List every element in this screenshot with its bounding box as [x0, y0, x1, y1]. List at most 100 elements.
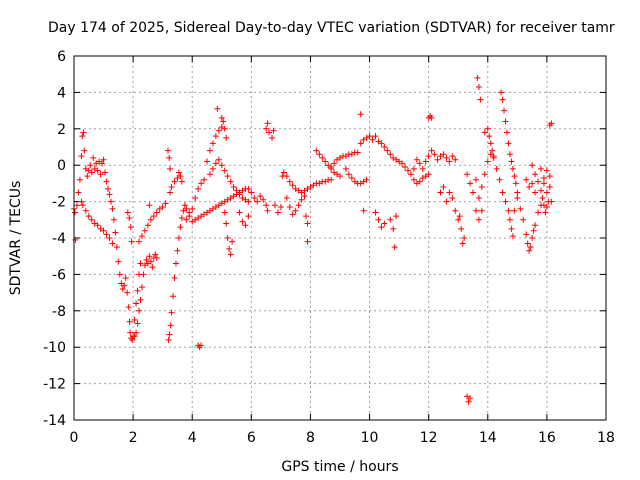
data-point — [529, 235, 536, 241]
y-axis-label: SDTVAR / TECUs — [8, 181, 24, 296]
y-tick-label: -6 — [52, 267, 66, 283]
data-point — [129, 336, 136, 343]
data-point — [263, 202, 270, 209]
data-point — [175, 235, 182, 241]
data-point — [508, 158, 515, 165]
axis-ticks — [73, 55, 607, 421]
data-point — [223, 220, 230, 227]
data-point — [508, 225, 515, 232]
data-point — [449, 194, 456, 201]
data-point — [126, 214, 133, 221]
data-point — [472, 207, 479, 214]
x-axis-label: GPS time / hours — [281, 459, 398, 475]
data-point — [90, 154, 97, 161]
data-point — [85, 213, 92, 220]
data-point — [266, 129, 273, 136]
data-point — [502, 198, 509, 205]
data-point — [428, 114, 435, 121]
y-tick-label: -14 — [43, 413, 66, 429]
data-point — [81, 147, 88, 154]
data-point — [121, 282, 128, 289]
data-point — [503, 129, 510, 136]
data-point — [133, 300, 140, 307]
data-point — [245, 198, 252, 205]
data-point — [248, 189, 255, 196]
data-point — [286, 178, 293, 185]
data-point — [269, 134, 276, 141]
data-point — [171, 275, 178, 282]
data-point — [223, 134, 230, 141]
data-point — [498, 89, 505, 96]
data-point — [215, 127, 222, 134]
data-point — [209, 140, 216, 147]
data-point — [209, 165, 216, 172]
data-point — [127, 329, 134, 336]
data-point — [434, 156, 441, 163]
data-point — [143, 256, 150, 263]
data-point — [520, 216, 527, 223]
data-point — [115, 258, 122, 265]
data-point — [381, 220, 388, 227]
data-point — [245, 213, 252, 220]
data-point — [82, 207, 89, 214]
data-point — [443, 154, 450, 161]
data-point — [319, 154, 326, 161]
data-point — [167, 322, 174, 329]
data-point — [76, 176, 83, 183]
data-point — [153, 209, 160, 216]
data-point — [443, 198, 450, 205]
data-point — [474, 74, 481, 81]
data-point — [354, 149, 361, 156]
data-point — [131, 316, 138, 323]
data-point — [214, 105, 221, 112]
data-point — [407, 171, 414, 178]
data-point — [186, 209, 193, 216]
y-tick-label: -4 — [52, 231, 66, 247]
data-point — [360, 207, 367, 214]
data-point — [425, 171, 432, 178]
data-point — [224, 235, 231, 241]
data-point — [313, 147, 320, 154]
data-point — [416, 178, 423, 185]
data-point — [167, 189, 174, 196]
y-tick-label: -2 — [52, 195, 66, 211]
data-point — [458, 225, 465, 232]
data-point — [486, 133, 493, 140]
data-point — [449, 153, 456, 160]
data-point — [413, 156, 420, 163]
data-point — [80, 129, 87, 136]
data-point — [543, 204, 550, 211]
data-point — [509, 233, 516, 240]
data-point — [391, 244, 398, 251]
data-point — [224, 173, 231, 180]
data-point — [478, 184, 485, 191]
x-tick-label: 8 — [306, 430, 315, 446]
data-point — [532, 189, 539, 196]
data-point — [227, 178, 234, 185]
data-point — [537, 187, 544, 194]
data-point — [546, 184, 553, 191]
data-point — [548, 120, 555, 127]
data-point — [437, 189, 444, 196]
data-point — [106, 235, 113, 241]
data-point — [107, 198, 114, 205]
data-point — [78, 198, 85, 205]
data-point — [410, 176, 417, 183]
data-point — [328, 176, 335, 183]
data-point — [540, 174, 547, 181]
data-point — [164, 147, 171, 154]
data-point — [428, 147, 435, 154]
data-point — [134, 287, 141, 294]
data-point — [183, 216, 190, 223]
data-point — [264, 120, 271, 127]
data-point — [221, 167, 228, 174]
data-point — [99, 160, 106, 167]
data-point — [532, 171, 539, 178]
data-point — [79, 133, 86, 140]
data-point — [229, 238, 236, 245]
data-point — [134, 320, 141, 327]
data-point — [419, 165, 426, 172]
data-point — [375, 216, 382, 223]
data-point — [242, 222, 249, 229]
data-point — [136, 238, 143, 245]
